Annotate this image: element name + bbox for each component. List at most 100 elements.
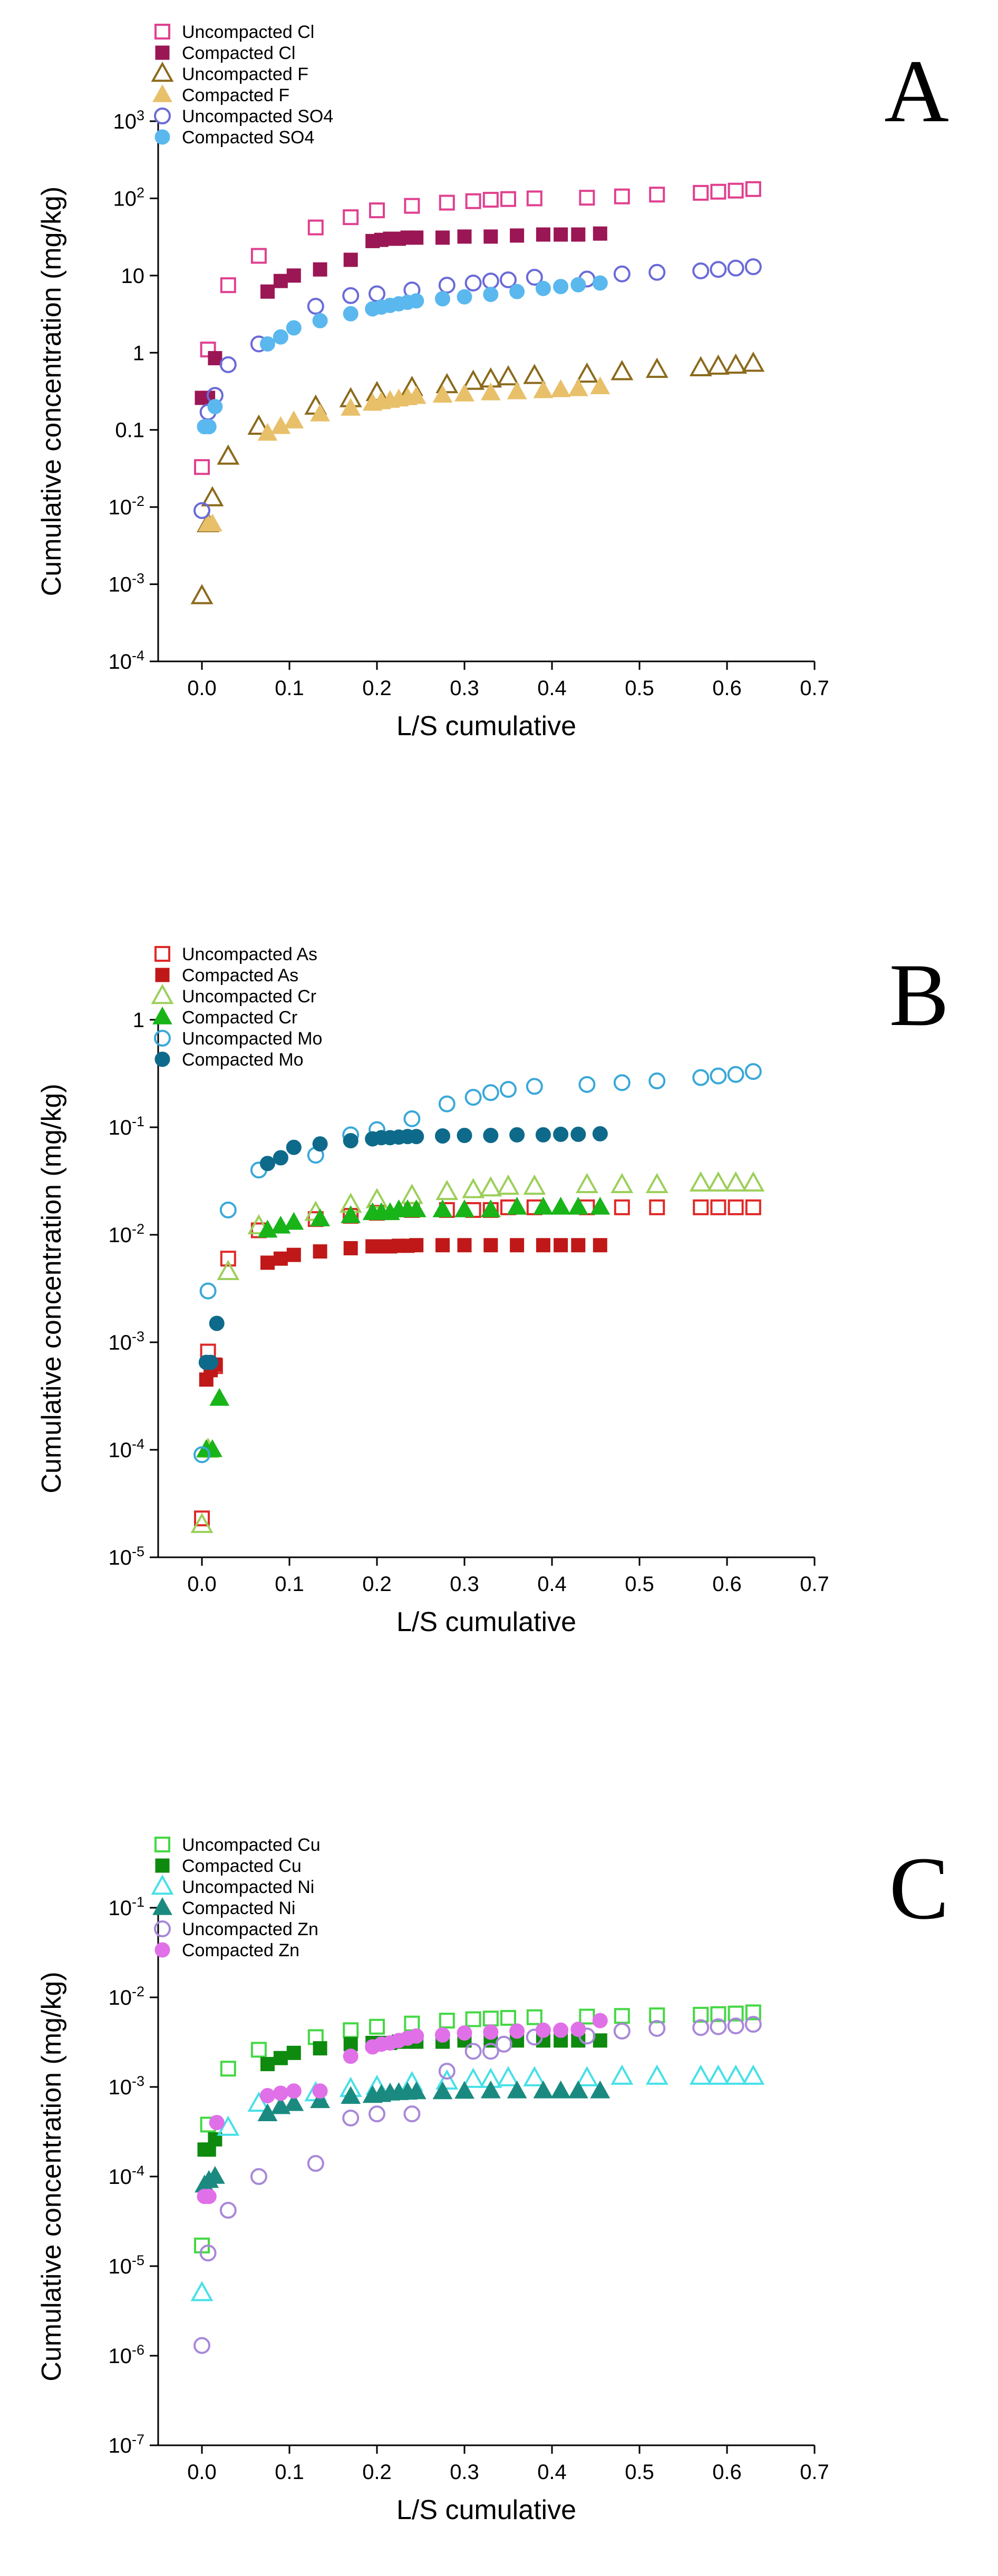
data-point [201,2189,217,2204]
series-compacted-zn [197,2013,608,2204]
data-point [457,1127,472,1143]
data-point [190,584,214,604]
data-point [710,1067,727,1085]
data-point [462,369,485,390]
data-point [209,2115,225,2131]
legend-label: Uncompacted Cu [182,1835,321,1855]
data-point [260,1156,275,1172]
data-point [724,1171,748,1192]
data-point [406,1199,427,1217]
y-tick-label: 10-2 [108,493,144,519]
x-tick-label: 0.5 [625,1573,654,1596]
legend-marker [154,946,170,962]
data-point [510,1238,525,1253]
data-point [209,1388,230,1406]
data-point [307,298,324,315]
legend-item: Compacted As [155,965,298,985]
series-compacted-cl [195,226,607,405]
data-point [689,1171,712,1192]
data-point [727,2017,744,2035]
y-tick-label: 10-3 [108,2073,144,2099]
data-point [310,2090,331,2109]
data-point [217,1260,240,1281]
x-tick-label: 0.6 [712,2461,742,2484]
series-compacted-cr [196,1196,611,1457]
data-point [523,1174,546,1195]
x-tick-label: 0.3 [450,2461,479,2484]
data-point [313,262,327,277]
data-point [535,2022,551,2038]
y-tick-label: 10-2 [108,1984,144,2009]
data-point [483,2024,499,2040]
data-point [369,2018,385,2035]
data-point [500,2009,516,2026]
data-point [199,2245,217,2262]
data-point [260,2057,275,2072]
data-point [343,306,358,321]
x-tick-label: 0.7 [800,1573,829,1596]
y-axis-title: Cumulative concentration (mg/kg) [36,1084,67,1493]
data-point [205,2165,225,2184]
data-point [578,1076,596,1093]
legend-label: Uncompacted Zn [182,1919,318,1939]
data-point [247,1214,270,1235]
data-point [307,219,324,236]
data-point [507,381,527,399]
legend-label: Compacted SO4 [182,128,314,148]
y-tick-label: 10-1 [108,1114,144,1139]
legend-marker [151,61,174,82]
x-tick-label: 0.0 [187,1573,217,1596]
data-point [284,2093,304,2111]
data-point [454,1199,474,1217]
data-point [403,1110,421,1127]
series-uncompacted-as [194,1199,761,1527]
data-point [500,191,516,207]
data-point [497,365,520,386]
y-tick-label: 10-4 [108,648,144,674]
data-point [570,2022,586,2037]
data-point [480,2080,501,2099]
data-point [744,1063,762,1080]
data-point [403,2105,421,2123]
data-point [250,2042,267,2058]
data-point [260,2087,275,2103]
y-tick-label: 1 [133,341,144,365]
data-point [744,258,762,276]
data-point [250,248,267,264]
data-point [500,271,517,288]
x-tick-label: 0.6 [712,1573,742,1596]
panel-a: 0.0 0.1 0.2 0.3 0.4 0.5 0.6 0.7 10-4 10-3 10-2 0.1 1… [36,22,949,741]
data-point [312,1136,328,1152]
data-point [482,272,499,290]
legend-marker [155,45,170,60]
data-point [553,1126,569,1142]
data-point [579,2008,595,2025]
data-point [438,2063,456,2080]
data-point [286,268,301,283]
data-point [590,1196,611,1215]
data-point [219,356,237,373]
data-point [745,2004,761,2021]
legend-item: Uncompacted Cu [154,1835,321,1855]
data-point [706,354,730,375]
data-point [273,274,288,288]
data-point [404,198,420,214]
data-point [570,277,586,292]
data-point [480,382,501,401]
legend-marker [154,1837,170,1852]
data-point [409,1238,424,1253]
data-point [507,2080,527,2099]
x-tick-label: 0.6 [712,677,742,700]
legend-item: Compacted F [152,84,289,105]
legend-label: Uncompacted Cl [182,22,314,42]
data-point [190,2281,214,2301]
data-point [742,2064,765,2085]
data-point [439,194,455,211]
data-point [438,1095,456,1113]
data-point [406,2081,427,2100]
data-point [693,2006,709,2023]
data-point [482,1084,499,1101]
legend-label: Compacted Zn [182,1940,299,1960]
